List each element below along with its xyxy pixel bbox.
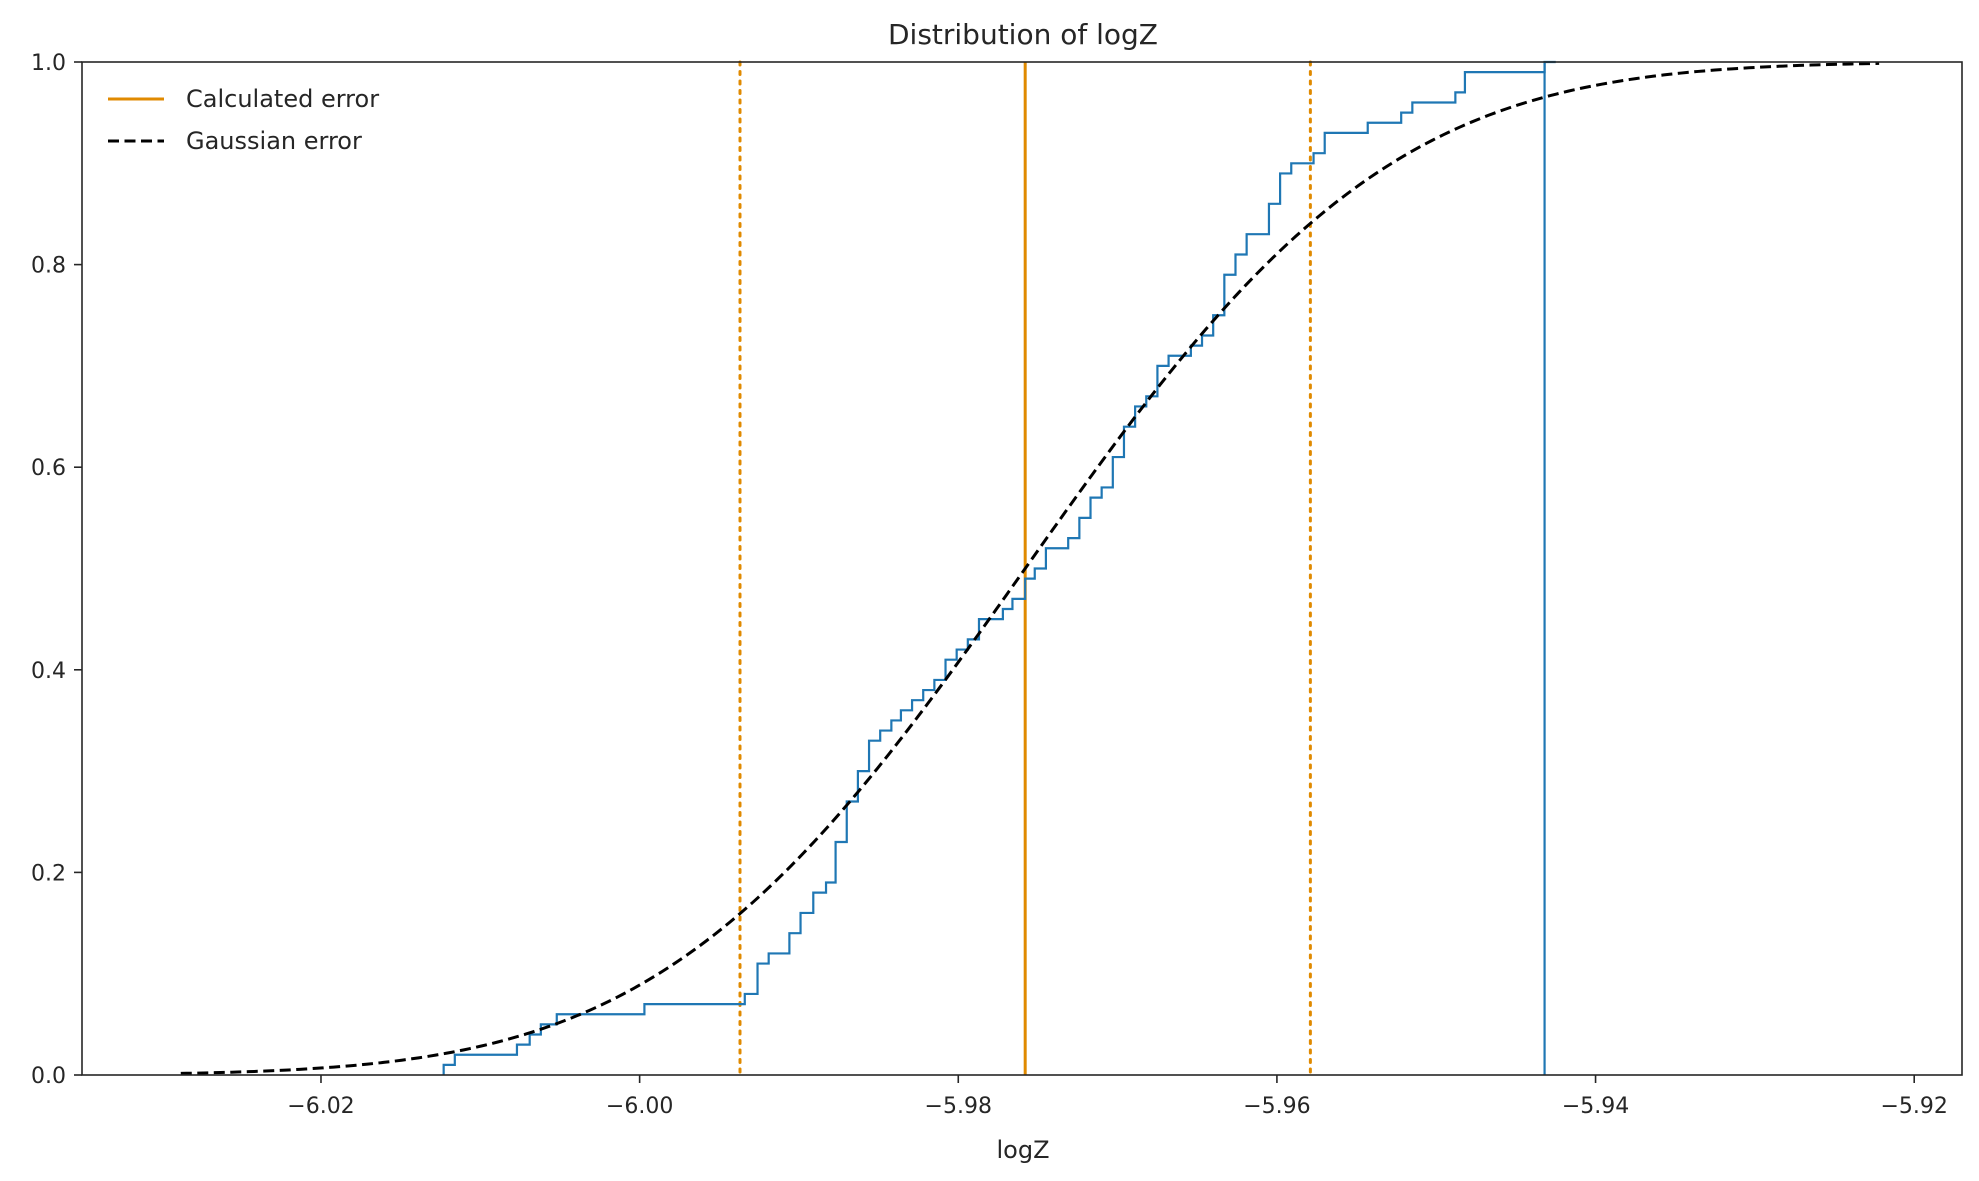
x-axis-title: logZ xyxy=(996,1136,1049,1164)
legend: Calculated error Gaussian error xyxy=(108,85,379,155)
y-tick-label: 0.4 xyxy=(31,659,66,684)
plot-frame xyxy=(81,61,1963,1076)
legend-label: Calculated error xyxy=(186,85,379,113)
x-tick-label: −6.02 xyxy=(287,1094,354,1119)
y-tick-label: 0.6 xyxy=(31,456,66,481)
y-tick-label: 0.8 xyxy=(31,254,66,279)
x-tick-label: −5.98 xyxy=(925,1094,992,1119)
y-tick-label: 0.2 xyxy=(31,861,66,886)
x-tick-label: −6.00 xyxy=(606,1094,673,1119)
chart-title: Distribution of logZ xyxy=(888,18,1158,51)
y-tick-label: 1.0 xyxy=(31,51,66,76)
empirical-cdf-series xyxy=(442,60,1556,1075)
y-axis-ticks: 0.0 0.2 0.4 0.6 0.8 1.0 xyxy=(31,51,82,1089)
x-tick-label: −5.94 xyxy=(1562,1094,1629,1119)
legend-label: Gaussian error xyxy=(186,127,362,155)
gaussian-cdf-series xyxy=(180,61,1880,1075)
plot-area xyxy=(180,60,1880,1077)
x-tick-label: −5.96 xyxy=(1243,1094,1310,1119)
x-axis-ticks: −6.02 −6.00 −5.98 −5.96 −5.94 −5.92 xyxy=(287,1075,1948,1119)
y-tick-label: 0.0 xyxy=(31,1064,66,1089)
x-tick-label: −5.92 xyxy=(1880,1094,1947,1119)
